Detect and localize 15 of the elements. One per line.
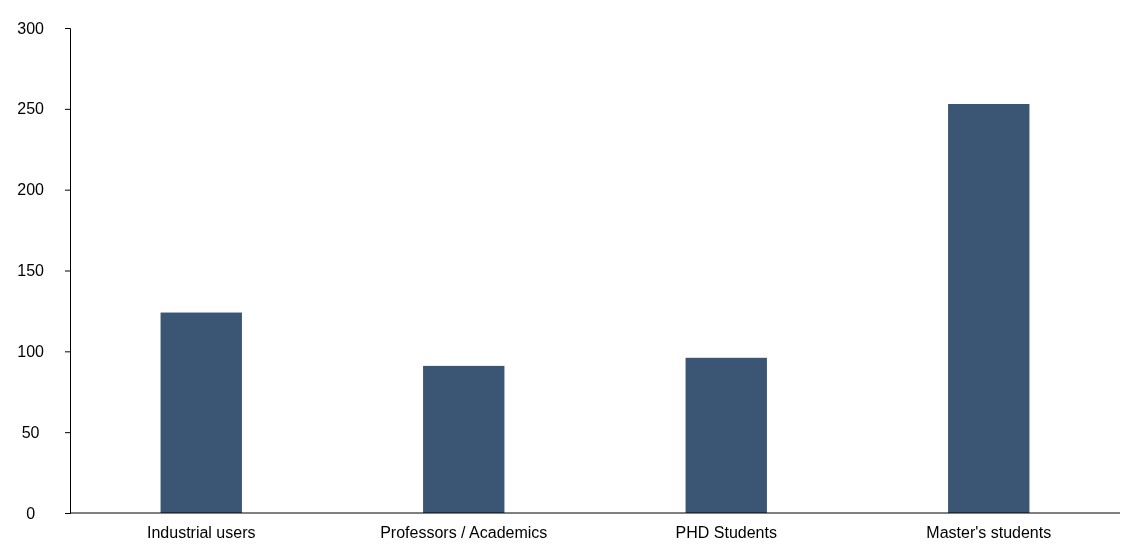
- y-tick-label: 0: [26, 504, 36, 522]
- bar: [423, 365, 505, 513]
- y-tick-label: 250: [17, 100, 45, 118]
- y-tick-label: 200: [17, 181, 45, 199]
- y-tick-label: 100: [17, 342, 45, 360]
- y-tick-label: 150: [17, 262, 45, 280]
- bar: [160, 312, 242, 513]
- x-tick-label: Industrial users: [147, 524, 256, 542]
- bar: [685, 357, 767, 513]
- y-tick-label: 300: [17, 19, 45, 37]
- x-tick-label: Master's students: [926, 524, 1052, 542]
- x-tick-label: PHD Students: [675, 524, 777, 542]
- bar: [948, 103, 1030, 513]
- y-tick-label: 50: [21, 423, 40, 441]
- x-tick-label: Professors / Academics: [380, 524, 548, 542]
